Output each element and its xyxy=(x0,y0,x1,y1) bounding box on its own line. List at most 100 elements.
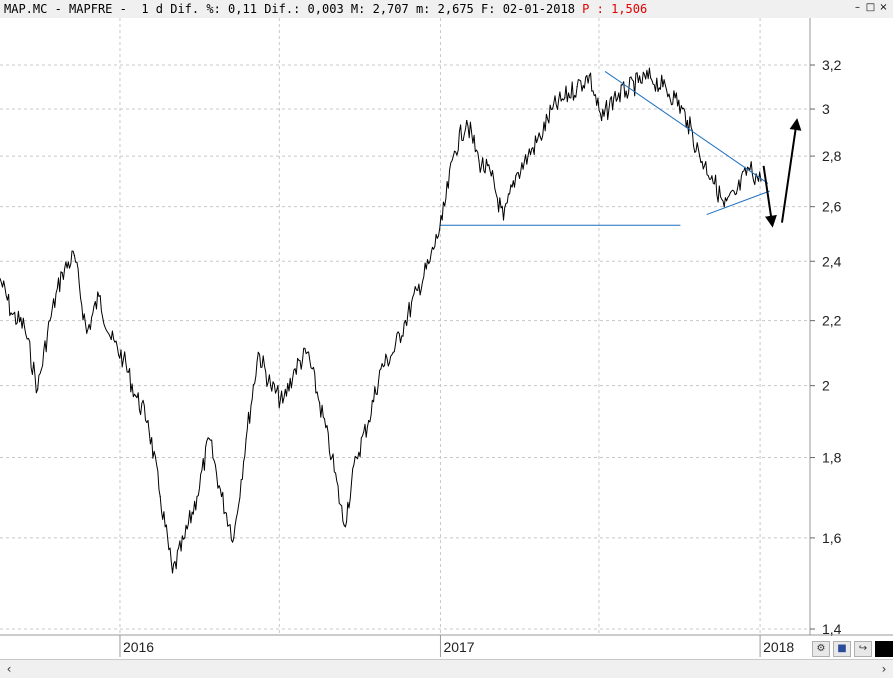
price-point xyxy=(49,320,51,322)
price-point xyxy=(184,537,186,539)
chart-toolbox: ⚙ ■ ↪ xyxy=(812,641,893,657)
y-tick-label: 1,4 xyxy=(822,621,842,637)
price-point xyxy=(380,368,382,370)
dif-label: Dif.: xyxy=(264,2,301,16)
price-point xyxy=(196,495,198,498)
price-point xyxy=(331,456,333,459)
trendline[interactable] xyxy=(706,190,770,216)
price-point xyxy=(723,206,725,208)
high-label: M: xyxy=(350,2,366,16)
price-point xyxy=(147,420,149,422)
x-axis: 2016 2017 2018 xyxy=(119,635,794,657)
save-icon[interactable]: ■ xyxy=(833,641,851,657)
price-point xyxy=(735,193,738,195)
price-point xyxy=(11,313,13,316)
arrow-annotation[interactable] xyxy=(780,118,802,223)
y-tick-label: 2,8 xyxy=(822,148,842,164)
x-tick-label: 2018 xyxy=(763,639,794,655)
price-point xyxy=(466,119,468,122)
high-value: 2,707 xyxy=(372,2,409,16)
scroll-right-icon[interactable]: › xyxy=(881,662,887,676)
price-point xyxy=(110,338,112,341)
price-point xyxy=(171,572,174,574)
price-point xyxy=(711,175,713,177)
price-point xyxy=(429,260,431,262)
annotations xyxy=(440,71,802,228)
price-point xyxy=(515,175,517,177)
dif-value: 0,003 xyxy=(307,2,344,16)
last-value: 1,506 xyxy=(611,2,648,16)
price-point xyxy=(404,320,407,322)
price-point xyxy=(417,289,419,291)
last-label: P : xyxy=(582,2,604,16)
price-point xyxy=(478,160,480,162)
y-tick-label: 1,8 xyxy=(822,450,842,466)
price-point xyxy=(135,395,137,397)
price-point xyxy=(650,77,652,79)
price-point xyxy=(294,368,296,370)
y-tick-label: 3 xyxy=(822,101,830,117)
price-point xyxy=(600,119,603,122)
low-value: 2,675 xyxy=(437,2,474,16)
price-point xyxy=(392,351,394,353)
price-point xyxy=(208,438,210,440)
price-point xyxy=(625,90,627,92)
price-point xyxy=(319,402,321,404)
price-chart[interactable]: 1,4 1,6 1,8 2 2,2 2,4 2,6 2,8 3 3,2 2016 2017 2018 xyxy=(0,18,893,659)
y-axis: 1,4 1,6 1,8 2 2,2 2,4 2,6 2,8 3 3,2 xyxy=(810,57,842,637)
y-tick-label: 2,6 xyxy=(822,199,842,215)
x-tick-label: 2016 xyxy=(123,639,154,655)
price-point xyxy=(220,495,223,498)
price-point xyxy=(122,358,125,360)
price-point xyxy=(355,456,357,459)
price-point xyxy=(662,86,664,88)
scroll-left-icon[interactable]: ‹ xyxy=(6,662,12,676)
price-point xyxy=(23,326,26,328)
interval: 1 d xyxy=(141,2,163,16)
restore-icon[interactable]: □ xyxy=(865,2,876,13)
pin-icon[interactable]: ↪ xyxy=(854,641,872,657)
trendline[interactable] xyxy=(604,71,769,184)
date-value: 02-01-2018 xyxy=(502,2,575,16)
price-point xyxy=(674,97,676,99)
price-point xyxy=(343,524,345,526)
arrow-annotation[interactable] xyxy=(762,165,777,228)
price-point xyxy=(699,155,701,157)
symbol: MAP.MC xyxy=(4,2,48,16)
price-point xyxy=(257,351,259,353)
price-point xyxy=(233,537,235,539)
price-point xyxy=(551,108,554,110)
black-square-icon[interactable] xyxy=(875,641,893,657)
close-icon[interactable]: × xyxy=(879,2,888,13)
price-point xyxy=(98,295,100,297)
dif-pct-label: Dif. %: xyxy=(170,2,221,16)
price-point xyxy=(282,402,284,404)
price-point xyxy=(73,255,76,257)
price-point xyxy=(588,75,590,77)
price-point xyxy=(245,438,247,440)
x-tick-label: 2017 xyxy=(443,639,474,655)
y-tick-label: 2,2 xyxy=(822,313,842,329)
price-point xyxy=(564,97,566,99)
y-tick-label: 2 xyxy=(822,378,830,394)
price-point xyxy=(61,272,63,274)
price-point xyxy=(502,219,505,221)
chart-settings-icon[interactable]: ⚙ xyxy=(812,641,830,657)
price-point xyxy=(748,167,750,169)
price-point xyxy=(637,81,639,83)
price-point xyxy=(368,420,370,422)
low-label: m: xyxy=(415,2,431,16)
price-point xyxy=(453,150,456,152)
dif-pct-value: 0,11 xyxy=(228,2,257,16)
instrument-name: MAPFRE xyxy=(69,2,113,16)
price-point xyxy=(576,86,578,88)
price-point xyxy=(269,385,272,387)
price-point xyxy=(306,351,308,353)
price-point xyxy=(490,175,492,177)
minimize-icon[interactable]: – xyxy=(855,2,860,13)
price-point xyxy=(686,119,689,122)
price-point xyxy=(159,495,161,498)
price-point xyxy=(441,219,443,221)
price-point xyxy=(539,136,541,138)
horizontal-scrollbar[interactable]: ‹ › xyxy=(0,659,893,678)
